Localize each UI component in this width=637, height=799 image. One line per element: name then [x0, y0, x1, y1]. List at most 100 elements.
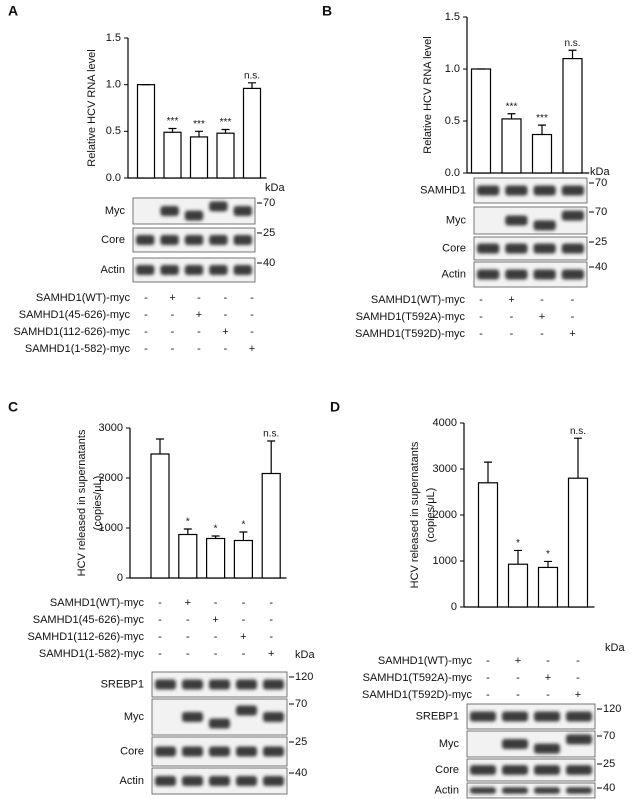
error-bar — [484, 461, 492, 483]
significance: n.s. — [263, 429, 279, 440]
blot-label: SREBP1 — [101, 678, 144, 690]
blot-label: Myc — [124, 711, 145, 723]
blot-band — [502, 711, 528, 722]
condition-label: SAMHD1(T592A)-myc — [356, 311, 466, 323]
blot-band — [502, 765, 528, 775]
condition-sign: - — [197, 343, 201, 355]
marker-label: 40 — [595, 261, 607, 273]
condition-sign: - — [158, 648, 162, 660]
blot-band — [263, 679, 284, 690]
blot-band — [561, 185, 584, 196]
condition-sign: - — [197, 292, 201, 304]
blot-band — [477, 185, 500, 196]
condition-sign: - — [186, 648, 190, 660]
blot-band — [182, 776, 203, 786]
blot-band — [236, 705, 257, 716]
error-bar — [507, 113, 516, 119]
condition-sign: - — [510, 311, 514, 323]
condition-sign: - — [158, 597, 162, 609]
condition-label: SAMHD1(1-582)-myc — [39, 648, 145, 660]
condition-sign: - — [242, 597, 246, 609]
error-bar — [568, 49, 577, 59]
y-tick-label: 1.0 — [106, 79, 121, 91]
condition-sign: + — [240, 631, 246, 643]
blot-frame — [473, 236, 588, 261]
error-bar — [156, 438, 164, 454]
significance: * — [241, 520, 245, 531]
blot-label: Core — [435, 764, 459, 776]
bar — [242, 87, 262, 179]
blot-band — [155, 776, 176, 786]
condition-sign: - — [144, 326, 148, 338]
blot-band — [233, 235, 252, 245]
significance: * — [516, 538, 520, 549]
blot-band — [209, 265, 228, 275]
y-tick-label: 3000 — [99, 422, 123, 434]
blot-band — [233, 265, 252, 275]
significance: *** — [220, 117, 232, 128]
condition-sign: - — [540, 294, 544, 306]
condition-label: SAMHD1(WT)-myc — [50, 597, 145, 609]
condition-label: SAMHD1(WT)-myc — [371, 294, 466, 306]
marker-label: 40 — [295, 767, 307, 779]
condition-sign: - — [516, 689, 520, 701]
blot-band — [502, 787, 528, 794]
condition-label: SAMHD1(WT)-myc — [36, 292, 131, 304]
marker-label: 25 — [603, 758, 615, 770]
y-axis-label: (copies/μL) — [425, 488, 437, 543]
significance: *** — [193, 119, 205, 130]
blot-label: Actin — [435, 784, 459, 796]
condition-sign: + — [196, 309, 202, 321]
y-tick-label: 1000 — [99, 522, 123, 534]
marker-label: 120 — [295, 671, 313, 683]
blot-label: Core — [101, 234, 125, 246]
blot-band — [534, 765, 560, 775]
blot-label: Core — [442, 242, 466, 254]
condition-sign: - — [486, 689, 490, 701]
condition-sign: - — [242, 648, 246, 660]
bar — [562, 57, 583, 174]
condition-sign: - — [224, 292, 228, 304]
blot-band — [155, 679, 176, 690]
blot-label: Actin — [120, 775, 144, 787]
bar — [233, 539, 253, 579]
condition-sign: + — [185, 597, 191, 609]
error-bar — [221, 128, 230, 134]
blot-band — [561, 243, 584, 254]
blot-band — [184, 210, 204, 221]
condition-sign: - — [197, 326, 201, 338]
condition-sign: - — [510, 328, 514, 340]
y-tick-label: 1.5 — [445, 11, 460, 23]
blot-band — [566, 765, 592, 775]
blot-band — [184, 235, 204, 245]
y-axis-label: (copies/μL) — [92, 476, 104, 531]
condition-sign: + — [249, 343, 255, 355]
condition-sign: - — [576, 672, 580, 684]
condition-sign: - — [516, 672, 520, 684]
y-tick-label: 3000 — [433, 463, 457, 475]
blot-band — [533, 243, 556, 254]
significance: * — [546, 549, 550, 560]
condition-sign: - — [250, 309, 254, 321]
bar — [477, 482, 499, 608]
marker-label: 120 — [603, 703, 621, 715]
blot-band — [160, 265, 179, 275]
blot-band — [236, 746, 257, 757]
bar — [567, 477, 589, 608]
kda-label: kDa — [295, 649, 315, 661]
condition-sign: - — [486, 672, 490, 684]
blot-band — [209, 746, 230, 757]
y-tick-label: 0 — [451, 601, 457, 613]
marker-label: 40 — [263, 257, 275, 269]
condition-sign: - — [479, 294, 483, 306]
blot-band — [184, 265, 204, 275]
y-axis-label: HCV released in supernatants — [409, 441, 421, 588]
condition-sign: - — [214, 597, 218, 609]
condition-sign: + — [169, 292, 175, 304]
blot-band — [561, 269, 584, 280]
panel-label: A — [8, 3, 18, 19]
condition-label: SAMHD1(T592D)-myc — [355, 328, 466, 340]
blot-band — [209, 718, 230, 729]
condition-sign: - — [186, 631, 190, 643]
